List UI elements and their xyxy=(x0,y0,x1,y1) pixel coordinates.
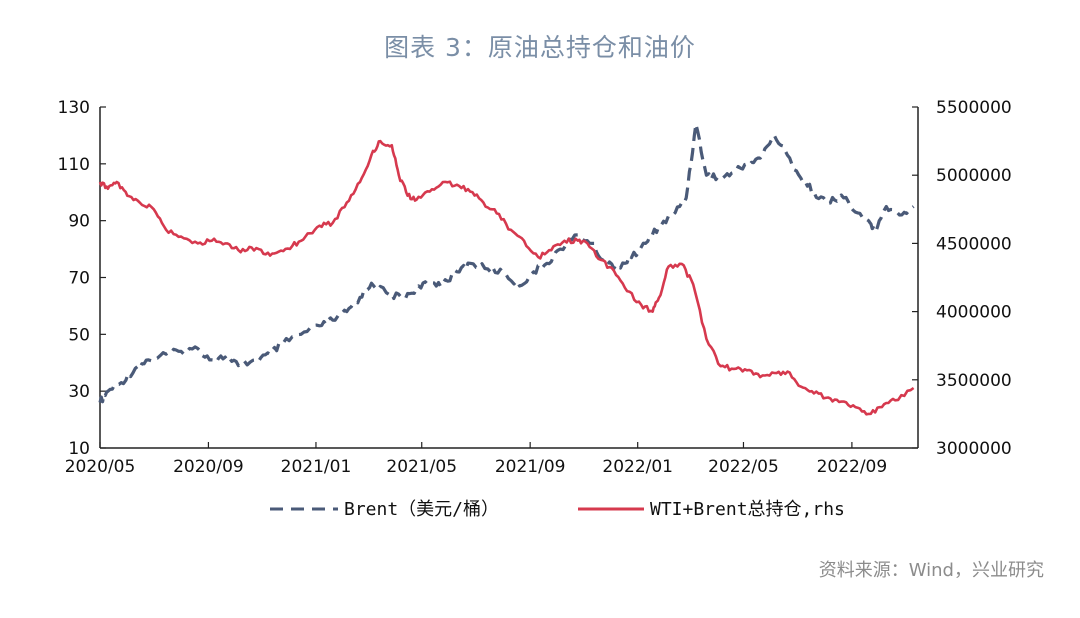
x-tick-label: 2020/09 xyxy=(173,457,244,477)
series-layer xyxy=(98,122,915,416)
legend-brent-label: Brent（美元/桶） xyxy=(344,499,499,520)
chart-title: 图表 3：原油总持仓和油价 xyxy=(384,33,696,62)
brent-price-line xyxy=(98,122,915,404)
y-left-tick-label: 110 xyxy=(58,155,90,175)
y-left-tick-label: 50 xyxy=(68,325,90,345)
y-left-tick-label: 90 xyxy=(68,212,90,232)
x-tick-label: 2021/05 xyxy=(386,457,457,477)
legend: Brent（美元/桶） WTI+Brent总持仓,rhs xyxy=(270,499,845,520)
x-tick-label: 2022/09 xyxy=(817,457,888,477)
x-tick-label: 2021/01 xyxy=(281,457,352,477)
y-left-tick-label: 70 xyxy=(68,269,90,289)
x-tick-label: 2021/09 xyxy=(495,457,566,477)
x-tick-label: 2020/05 xyxy=(65,457,136,477)
x-tick-label: 2022/01 xyxy=(602,457,673,477)
y-right-tick-label: 4500000 xyxy=(936,234,1012,254)
y-right-tick-label: 3500000 xyxy=(936,371,1012,391)
y-right-tick-label: 5000000 xyxy=(936,166,1012,186)
y-right-tick-label: 4000000 xyxy=(936,303,1012,323)
y-right-tick-label: 3000000 xyxy=(936,439,1012,459)
x-tick-label: 2022/05 xyxy=(708,457,779,477)
source-note: 资料来源：Wind，兴业研究 xyxy=(818,560,1044,581)
y-left-tick-label: 130 xyxy=(58,98,90,118)
y-left-tick-label: 10 xyxy=(68,439,90,459)
axes: 130 110 90 70 50 30 10 5500000 5000000 4500000 400… xyxy=(58,98,1012,477)
legend-oi-label: WTI+Brent总持仓,rhs xyxy=(650,499,845,520)
y-right-tick-label: 5500000 xyxy=(936,98,1012,118)
y-left-tick-label: 30 xyxy=(68,382,90,402)
open-interest-line xyxy=(98,139,915,416)
